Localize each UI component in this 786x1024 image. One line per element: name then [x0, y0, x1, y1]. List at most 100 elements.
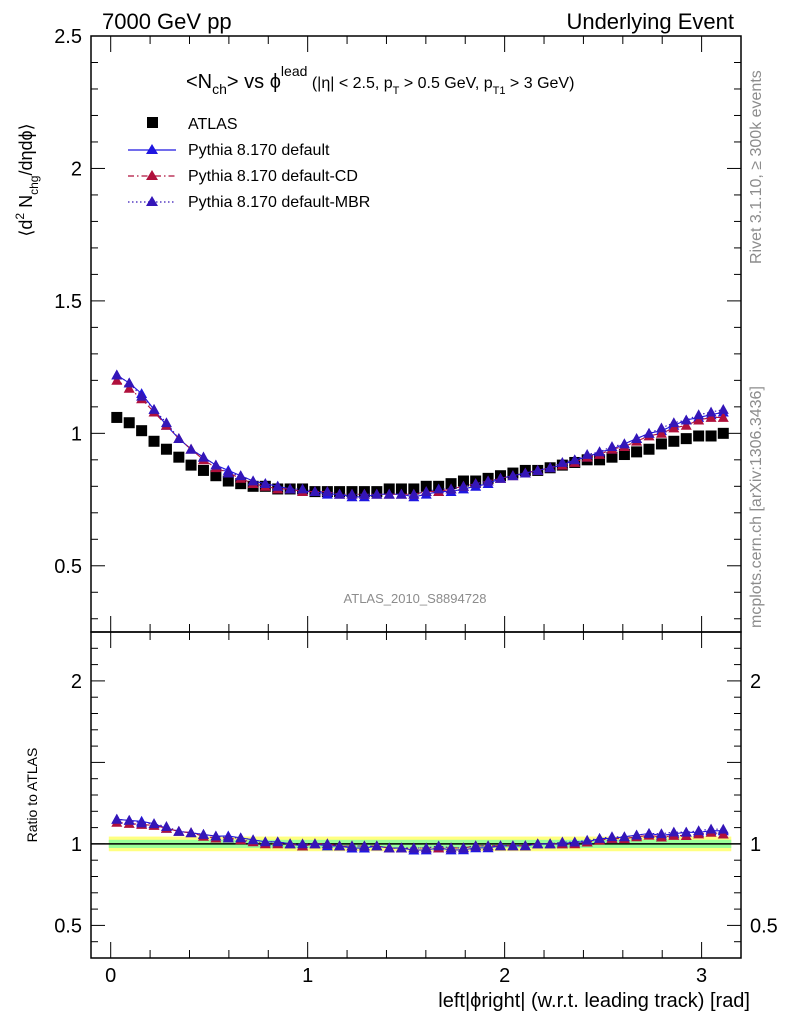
- ratio-axis-ticks: 0.5 0.5 1 1 2 2 0 1 2 3: [54, 36, 778, 987]
- chart-title: <Nch> vs ϕlead (|η| < 2.5, pT > 0.5 GeV,…: [186, 63, 574, 97]
- ratio-point-mbr: [457, 842, 469, 853]
- main-point-mbr: [346, 488, 358, 499]
- ratio-panel-frame: [90, 631, 742, 959]
- y-label-sup: 2: [13, 213, 27, 220]
- main-point-mbr: [655, 422, 667, 433]
- main-point-atlas: [111, 411, 123, 423]
- y-label-a: ⟨d: [16, 220, 36, 237]
- main-point-atlas: [668, 435, 680, 447]
- main-point-cd: [705, 411, 717, 422]
- title-phi-sup: lead: [281, 63, 307, 79]
- legend-label-default: Pythia 8.170 default: [188, 142, 330, 159]
- main-y-tick-label: 2: [71, 158, 82, 180]
- main-point-mbr: [408, 488, 420, 499]
- main-point-atlas: [655, 438, 667, 450]
- ratio-point-mbr: [210, 830, 222, 841]
- main-point-mbr: [309, 486, 321, 497]
- main-point-mbr: [383, 488, 395, 499]
- main-point-mbr: [235, 470, 247, 481]
- main-point-mbr: [247, 475, 259, 486]
- legend-marker-default: [146, 144, 158, 154]
- ratio-point-mbr: [309, 838, 321, 849]
- main-point-atlas: [235, 478, 247, 490]
- ratio-point-mbr: [358, 840, 370, 851]
- ratio-point-mbr: [321, 838, 333, 849]
- ratio-point-mbr: [606, 831, 618, 842]
- main-point-cd: [655, 427, 667, 438]
- main-point-mbr: [470, 478, 482, 489]
- header-left: 7000 GeV pp: [102, 9, 232, 34]
- y-label-c: /dηdϕ⟩: [16, 123, 36, 175]
- main-point-mbr: [519, 467, 531, 478]
- x-tick-label: 0: [105, 965, 116, 987]
- legend-label-mbr: Pythia 8.170 default-MBR: [188, 194, 370, 211]
- ratio-point-mbr: [297, 838, 309, 849]
- ratio-point-mbr: [717, 823, 729, 834]
- main-y-tick-label: 1.5: [54, 291, 82, 313]
- title-pt1-sub: T1: [493, 85, 506, 97]
- main-point-atlas: [148, 435, 160, 447]
- ratio-y-tick-label-right: 0.5: [750, 915, 778, 937]
- main-point-mbr: [358, 488, 370, 499]
- main-point-cd: [693, 414, 705, 425]
- main-point-mbr: [445, 483, 457, 494]
- ratio-point-mbr: [556, 836, 568, 847]
- main-point-mbr: [457, 480, 469, 491]
- ratio-point-mbr: [495, 840, 506, 851]
- main-point-atlas: [705, 430, 717, 442]
- main-y-tick-label: 2.5: [54, 26, 82, 48]
- main-point-atlas: [717, 427, 729, 439]
- ratio-point-mbr: [185, 827, 197, 838]
- ratio-plot-marks: [111, 813, 729, 855]
- main-point-mbr: [631, 433, 643, 444]
- main-point-mbr: [395, 488, 407, 499]
- title-pt-sub: T: [393, 85, 400, 97]
- main-point-mbr: [334, 488, 346, 499]
- main-point-cd: [123, 382, 135, 393]
- main-point-mbr: [594, 446, 606, 457]
- main-point-mbr: [420, 486, 432, 497]
- main-point-mbr: [643, 427, 655, 438]
- main-point-atlas: [618, 449, 630, 461]
- main-point-atlas: [185, 459, 197, 471]
- mcplots-label: mcplots.cern.ch [arXiv:1306.3436]: [748, 386, 765, 628]
- main-point-mbr: [148, 403, 160, 414]
- main-point-mbr: [668, 417, 680, 428]
- main-point-atlas: [123, 417, 135, 429]
- ratio-point-mbr: [272, 836, 284, 847]
- main-point-mbr: [185, 443, 197, 454]
- main-point-mbr: [705, 406, 717, 417]
- legend-label-atlas: ATLAS: [188, 116, 238, 133]
- main-y-tick-label: 0.5: [54, 556, 82, 578]
- main-line-cd: [116, 379, 724, 495]
- ratio-point-mbr: [445, 842, 457, 853]
- ratio-point-mbr: [433, 840, 445, 851]
- main-point-mbr: [284, 483, 296, 494]
- main-point-atlas: [222, 475, 234, 487]
- x-tick-label: 1: [302, 965, 313, 987]
- ratio-y-tick-label: 2: [71, 671, 82, 693]
- main-point-mbr: [532, 464, 544, 475]
- main-point-mbr: [123, 377, 135, 388]
- main-point-mbr: [197, 451, 209, 462]
- ratio-point-mbr: [705, 823, 717, 834]
- ratio-point-mbr: [507, 840, 519, 851]
- main-point-atlas: [631, 446, 643, 458]
- main-point-atlas: [680, 433, 692, 445]
- main-point-mbr: [482, 475, 494, 486]
- main-point-mbr: [111, 369, 123, 380]
- main-point-mbr: [222, 467, 234, 478]
- title-n: <N: [186, 71, 212, 93]
- legend-label-cd: Pythia 8.170 default-CD: [188, 168, 358, 185]
- title-phi: ϕ: [270, 71, 281, 93]
- ratio-point-mbr: [680, 826, 692, 837]
- main-point-cd: [111, 374, 123, 385]
- ratio-point-mbr: [123, 814, 135, 825]
- ratio-point-mbr: [569, 836, 581, 847]
- header-right: Underlying Event: [566, 9, 734, 34]
- ratio-point-mbr: [631, 829, 643, 840]
- main-point-atlas: [693, 430, 705, 442]
- main-point-mbr: [160, 417, 172, 428]
- ratio-point-mbr: [581, 834, 593, 845]
